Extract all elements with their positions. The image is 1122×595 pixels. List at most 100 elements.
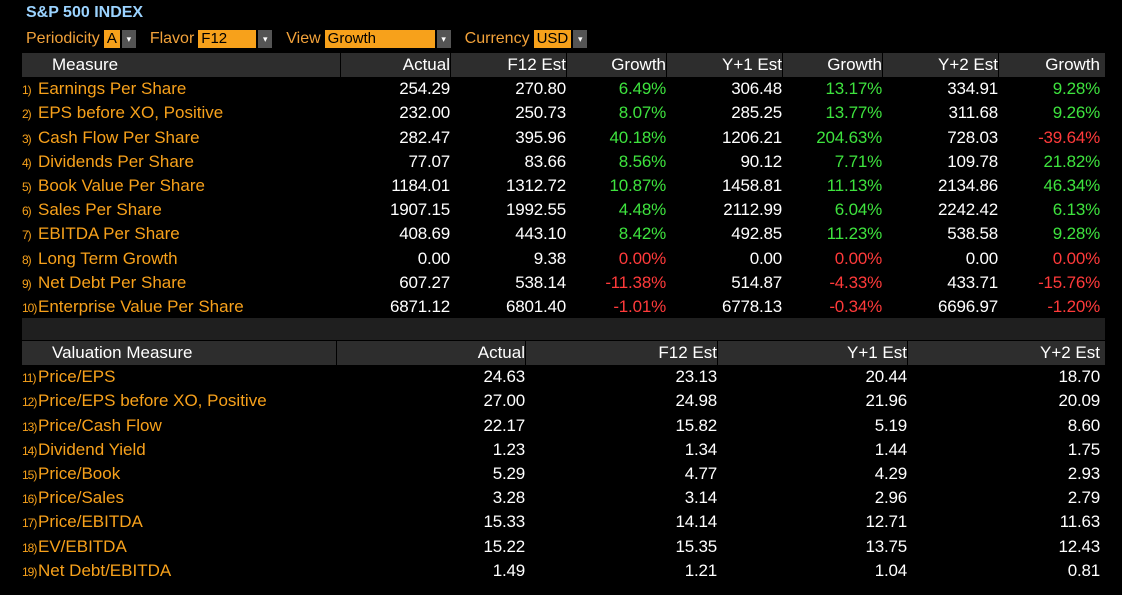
estimate-value: 1907.15 xyxy=(389,200,450,220)
valuation-label[interactable]: 14)Dividend Yield xyxy=(22,438,336,462)
row-number: 6) xyxy=(22,204,32,219)
valuation-label[interactable]: 13)Price/Cash Flow xyxy=(22,414,336,438)
periodicity-dropdown-arrow-icon[interactable]: ▾ xyxy=(121,30,136,48)
valuation-name: Price/Book xyxy=(38,463,121,483)
estimate-value: 90.12 xyxy=(740,151,782,171)
view-field[interactable]: Growth xyxy=(324,30,435,48)
growth-value: 46.34% xyxy=(1043,175,1101,195)
table-row[interactable]: 7) EBITDA Per Share 408.69 443.10 8.42% 492.8… xyxy=(22,222,1105,246)
row-number: 1) xyxy=(22,83,32,98)
table-row[interactable]: 6) Sales Per Share 1907.15 1992.55 4.48% 2112… xyxy=(22,198,1105,222)
measure-label[interactable]: 7) EBITDA Per Share xyxy=(22,222,340,246)
periodicity-label: Periodicity xyxy=(26,30,100,47)
valuation-label[interactable]: 18)EV/EBITDA xyxy=(22,535,336,559)
valuation-label[interactable]: 15)Price/Book xyxy=(22,462,336,486)
valuation-value: 1.75 xyxy=(1067,439,1100,459)
valuation-label[interactable]: 17)Price/EBITDA xyxy=(22,510,336,534)
table-row[interactable]: 4) Dividends Per Share 77.07 83.66 8.56% 90.1… xyxy=(22,150,1105,174)
estimate-value: 607.27 xyxy=(399,272,450,292)
column-header[interactable]: Y+2 Est xyxy=(1039,343,1100,362)
table-row[interactable]: 3) Cash Flow Per Share 282.47 395.96 40.18% 1… xyxy=(22,126,1105,150)
estimate-value: 1992.55 xyxy=(505,200,566,220)
growth-value: 8.42% xyxy=(618,224,666,244)
table-row[interactable]: 12)Price/EPS before XO, Positive 27.00 24.… xyxy=(22,389,1105,413)
estimate-value: 408.69 xyxy=(399,224,450,244)
measure-label[interactable]: 4) Dividends Per Share xyxy=(22,150,340,174)
measure-label[interactable]: 1) Earnings Per Share xyxy=(22,77,340,101)
valuation-value: 3.14 xyxy=(684,488,717,508)
table-row[interactable]: 8) Long Term Growth 0.00 9.38 0.00% 0.00 0.00%… xyxy=(22,247,1105,271)
table-row[interactable]: 17)Price/EBITDA 15.33 14.14 12.71 11.63 xyxy=(22,510,1105,534)
estimates-table: Measure Actual F12 Est Growth Y+1 Est Growth Y… xyxy=(22,53,1105,319)
valuation-label[interactable]: 12)Price/EPS before XO, Positive xyxy=(22,389,336,413)
flavor-label: Flavor xyxy=(149,30,195,47)
table-row[interactable]: 1) Earnings Per Share 254.29 270.80 6.49% 306… xyxy=(22,77,1105,101)
column-header[interactable]: Actual xyxy=(402,55,450,74)
table-row[interactable]: 16)Price/Sales 3.28 3.14 2.96 2.79 xyxy=(22,486,1105,510)
growth-value: -11.38% xyxy=(605,272,666,292)
measure-label[interactable]: 2) EPS before XO, Positive xyxy=(22,101,340,125)
table-row[interactable]: 10)Enterprise Value Per Share 6871.12 6801… xyxy=(22,295,1105,319)
valuation-name: Price/EBITDA xyxy=(38,512,143,532)
estimate-value: 538.14 xyxy=(515,272,566,292)
table-row[interactable]: 15)Price/Book 5.29 4.77 4.29 2.93 xyxy=(22,462,1105,486)
measure-label[interactable]: 9) Net Debt Per Share xyxy=(22,271,340,295)
column-header[interactable]: Valuation Measure xyxy=(52,343,193,362)
column-header[interactable]: Y+1 Est xyxy=(721,55,782,74)
column-header[interactable]: Y+1 Est xyxy=(846,343,907,362)
measure-label[interactable]: 8) Long Term Growth xyxy=(22,247,340,271)
column-header[interactable]: Y+2 Est xyxy=(937,55,998,74)
table-row[interactable]: 5) Book Value Per Share 1184.01 1312.72 10.8… xyxy=(22,174,1105,198)
estimate-value: 0.00 xyxy=(749,248,782,268)
valuation-label[interactable]: 19)Net Debt/EBITDA xyxy=(22,559,336,583)
flavor-field[interactable]: F12 xyxy=(198,30,257,48)
currency-dropdown-arrow-icon[interactable]: ▾ xyxy=(573,30,588,48)
row-number: 14) xyxy=(22,443,37,458)
valuation-label[interactable]: 16)Price/Sales xyxy=(22,486,336,510)
table-row[interactable]: 19)Net Debt/EBITDA 1.49 1.21 1.04 0.81 xyxy=(22,559,1105,583)
estimate-value: 6778.13 xyxy=(721,296,782,316)
growth-value: -4.33% xyxy=(829,272,882,292)
valuation-value: 1.49 xyxy=(492,560,525,580)
growth-value: 9.28% xyxy=(1052,224,1100,244)
valuation-value: 13.75 xyxy=(865,536,907,556)
measure-label[interactable]: 3) Cash Flow Per Share xyxy=(22,126,340,150)
valuation-value: 15.35 xyxy=(675,536,717,556)
column-header[interactable]: Actual xyxy=(477,343,525,362)
table-row[interactable]: 18)EV/EBITDA 15.22 15.35 13.75 12.43 xyxy=(22,535,1105,559)
growth-value: -15.76% xyxy=(1038,272,1100,292)
growth-value: 13.17% xyxy=(825,79,883,99)
periodicity-field[interactable]: A xyxy=(103,30,120,48)
column-header[interactable]: F12 Est xyxy=(658,343,717,362)
estimate-value: 311.68 xyxy=(948,103,998,123)
estimate-value: 83.66 xyxy=(524,151,566,171)
row-number: 4) xyxy=(22,155,32,170)
column-header[interactable]: Growth xyxy=(611,55,666,74)
valuation-value: 22.17 xyxy=(483,415,525,435)
valuation-value: 4.29 xyxy=(874,463,907,483)
measure-label[interactable]: 10)Enterprise Value Per Share xyxy=(22,295,340,319)
growth-value: 13.77% xyxy=(825,103,883,123)
growth-value: 4.48% xyxy=(618,200,666,220)
valuation-label[interactable]: 11) Price/EPS xyxy=(22,365,336,389)
currency-field[interactable]: USD xyxy=(533,30,572,48)
row-number: 11) xyxy=(22,371,36,386)
column-header[interactable]: F12 Est xyxy=(507,55,566,74)
growth-value: 6.13% xyxy=(1052,200,1100,220)
table-row[interactable]: 2) EPS before XO, Positive 232.00 250.73 8.0… xyxy=(22,101,1105,125)
table-row[interactable]: 9) Net Debt Per Share 607.27 538.14 -11.38% 5… xyxy=(22,271,1105,295)
column-header[interactable]: Measure xyxy=(52,55,119,74)
growth-value: 8.56% xyxy=(618,151,666,171)
table-row[interactable]: 13)Price/Cash Flow 22.17 15.82 5.19 8.60 xyxy=(22,414,1105,438)
flavor-dropdown-arrow-icon[interactable]: ▾ xyxy=(258,30,273,48)
view-dropdown-arrow-icon[interactable]: ▾ xyxy=(436,30,451,48)
column-header[interactable]: Growth xyxy=(827,55,882,74)
table-row[interactable]: 14)Dividend Yield 1.23 1.34 1.44 1.75 xyxy=(22,438,1105,462)
valuation-value: 1.04 xyxy=(874,560,907,580)
measure-name: Sales Per Share xyxy=(38,200,162,220)
column-header[interactable]: Growth xyxy=(1045,55,1100,74)
measure-label[interactable]: 5) Book Value Per Share xyxy=(22,174,340,198)
table-row[interactable]: 11) Price/EPS 24.63 23.13 20.44 18.70 xyxy=(22,365,1105,389)
measure-label[interactable]: 6) Sales Per Share xyxy=(22,198,340,222)
valuation-value: 20.44 xyxy=(865,367,907,387)
